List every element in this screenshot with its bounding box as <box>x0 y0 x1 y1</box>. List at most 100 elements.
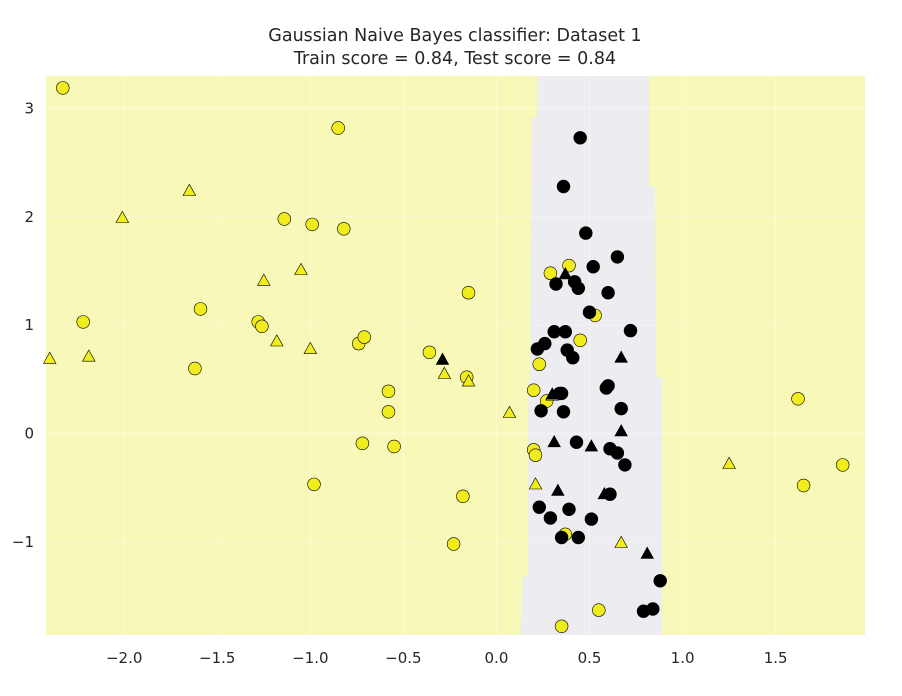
x-tick-label: 1.5 <box>764 649 788 667</box>
plot-area <box>42 76 865 635</box>
test-point <box>182 183 197 196</box>
test-point <box>435 352 450 365</box>
train-point <box>653 574 667 588</box>
test-point <box>256 273 271 286</box>
data-points <box>42 81 850 633</box>
train-point <box>381 405 396 419</box>
train-point <box>573 131 587 145</box>
train-point <box>193 302 208 316</box>
train-point <box>543 266 558 280</box>
train-point <box>331 121 345 135</box>
train-point <box>381 384 396 398</box>
train-point <box>532 500 546 514</box>
train-point <box>582 305 597 319</box>
decision-region-class-0 <box>46 76 865 635</box>
y-axis: −1 0 1 2 3 <box>12 100 34 551</box>
train-point <box>562 502 576 516</box>
test-point <box>551 483 565 496</box>
train-point <box>623 323 638 338</box>
series-test-class-1 <box>435 266 655 559</box>
y-tick-label: 1 <box>24 316 34 334</box>
train-point <box>566 351 580 365</box>
train-point <box>601 286 615 300</box>
x-tick-label: −1.5 <box>199 649 235 667</box>
train-point <box>461 286 476 300</box>
train-point <box>791 392 805 406</box>
test-point <box>614 535 628 548</box>
test-point <box>614 424 628 437</box>
test-point <box>115 210 130 223</box>
train-point <box>538 336 552 351</box>
test-point <box>547 434 561 448</box>
train-point <box>534 404 548 418</box>
test-point <box>294 262 308 275</box>
train-point <box>446 537 461 551</box>
y-tick-label: 3 <box>24 100 34 118</box>
train-point <box>277 212 291 226</box>
train-point <box>387 439 401 454</box>
y-tick-label: 0 <box>24 425 34 443</box>
train-point <box>76 315 90 329</box>
train-point <box>573 333 587 347</box>
train-point <box>558 325 572 339</box>
x-tick-label: −1.0 <box>292 649 328 667</box>
train-point <box>584 512 599 526</box>
train-point <box>614 401 628 416</box>
train-point <box>188 361 202 376</box>
train-point <box>579 226 593 240</box>
train-point <box>307 477 321 492</box>
train-point <box>571 281 585 295</box>
train-point <box>556 179 571 194</box>
test-point <box>614 350 628 363</box>
test-point <box>437 366 452 379</box>
train-point <box>554 619 569 633</box>
train-point <box>337 222 351 236</box>
test-point <box>81 349 96 362</box>
train-point <box>569 435 584 449</box>
train-point <box>610 250 625 264</box>
train-point <box>646 602 660 616</box>
x-tick-label: 0.0 <box>485 649 509 667</box>
train-point <box>355 436 370 450</box>
x-tick-label: −2.0 <box>106 649 142 667</box>
decision-region-class-1 <box>520 76 663 635</box>
chart-subtitle: Train score = 0.84, Test score = 0.84 <box>293 49 616 69</box>
train-point <box>305 217 319 232</box>
series-test-class-0 <box>42 183 736 548</box>
train-point <box>556 405 571 419</box>
test-point <box>558 266 573 280</box>
test-point <box>640 546 655 559</box>
train-point <box>554 530 569 545</box>
train-point <box>255 319 269 333</box>
train-point <box>601 379 615 393</box>
test-point <box>584 439 599 452</box>
train-point <box>835 458 850 472</box>
train-point <box>586 260 600 274</box>
train-point <box>592 603 606 617</box>
test-point <box>597 486 612 500</box>
x-axis: −2.0 −1.5 −1.0 −0.5 0.0 0.5 1.0 1.5 <box>106 649 788 667</box>
train-point <box>56 81 70 95</box>
test-point <box>269 334 284 347</box>
x-tick-label: −0.5 <box>385 649 421 667</box>
train-point <box>526 383 541 397</box>
test-point <box>545 387 560 400</box>
y-tick-label: 2 <box>24 208 34 226</box>
train-point <box>422 345 437 359</box>
train-point <box>357 330 371 344</box>
test-point <box>303 341 318 354</box>
train-point <box>543 511 558 525</box>
test-point <box>502 405 517 418</box>
test-point <box>722 456 736 469</box>
test-point <box>42 351 57 364</box>
test-point <box>461 374 476 387</box>
chart-title: Gaussian Naive Bayes classifier: Dataset… <box>268 26 641 46</box>
train-point <box>610 446 625 460</box>
x-tick-label: 1.0 <box>671 649 695 667</box>
train-point <box>532 357 546 371</box>
series-train-class-1 <box>530 131 667 618</box>
train-point <box>618 458 632 472</box>
x-tick-label: 0.5 <box>578 649 602 667</box>
train-point <box>571 530 585 545</box>
